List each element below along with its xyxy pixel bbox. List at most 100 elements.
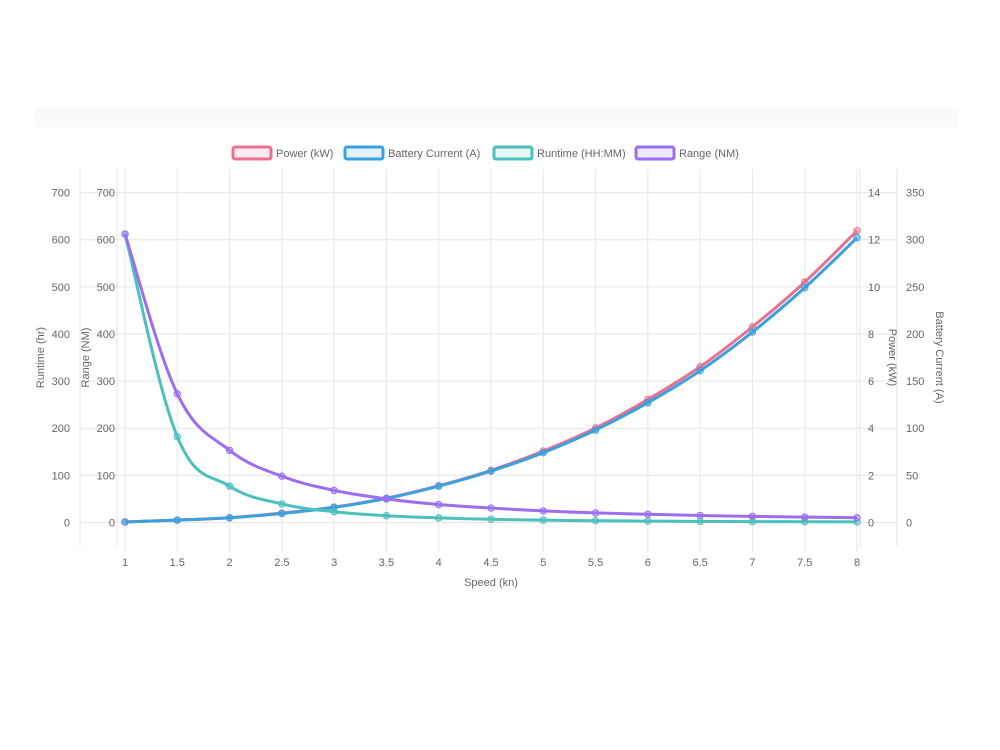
data-point-range[interactable] (382, 495, 391, 503)
runtime-tick-label: 600 (52, 235, 70, 247)
series-line-runtime (123, 233, 858, 524)
x-tick-label: 3 (331, 557, 337, 569)
data-point-runtime[interactable] (225, 482, 234, 490)
runtime-tick-label: 700 (52, 188, 70, 200)
data-point-range[interactable] (121, 230, 129, 238)
range-axis-title: Range (NM) (80, 328, 92, 388)
series-current (121, 234, 861, 526)
data-point-current[interactable] (801, 284, 809, 292)
power-axis-title: Power (kW) (886, 329, 898, 386)
data-point-runtime[interactable] (591, 516, 600, 525)
range-tick-label: 600 (97, 235, 115, 247)
legend-label: Runtime (HH:MM) (537, 148, 626, 160)
x-tick-label: 7.5 (797, 557, 812, 569)
chart-axes: 1 1.5 2 2.5 3 3.5 4 4.5 5 5.5 6 6.5 7 7.5 801002003004… (35, 169, 945, 569)
data-point-runtime[interactable] (539, 516, 547, 524)
legend-item-power[interactable]: Power (kW) (231, 145, 333, 161)
range-tick-label: 400 (97, 329, 115, 341)
range-tick-label: 200 (97, 423, 115, 435)
data-point-runtime[interactable] (487, 515, 495, 523)
runtime-tick-label: 200 (52, 423, 70, 435)
series-line-range (123, 233, 858, 520)
data-point-current[interactable] (853, 234, 861, 242)
x-axis-title: Speed (kn) (464, 577, 518, 589)
current-tick-label: 50 (906, 470, 918, 482)
data-point-current[interactable] (696, 366, 704, 375)
legend-label: Battery Current (A) (388, 148, 480, 160)
data-point-current[interactable] (591, 426, 600, 434)
current-tick-label: 350 (906, 188, 924, 200)
data-point-runtime[interactable] (278, 500, 286, 508)
data-point-runtime[interactable] (330, 508, 338, 516)
data-point-range[interactable] (278, 472, 286, 480)
power-tick-label: 10 (868, 282, 880, 294)
runtime-tick-label: 100 (52, 470, 70, 482)
legend-swatch (343, 145, 385, 161)
data-point-range[interactable] (225, 446, 234, 455)
data-point-power[interactable] (801, 278, 809, 286)
runtime-tick-label: 500 (52, 282, 70, 294)
data-point-range[interactable] (696, 511, 704, 520)
data-point-runtime[interactable] (173, 432, 181, 441)
x-tick-label: 6.5 (692, 557, 707, 569)
data-point-current[interactable] (644, 399, 652, 407)
range-tick-label: 0 (109, 517, 115, 529)
current-tick-label: 0 (906, 517, 912, 529)
current-tick-label: 100 (906, 423, 924, 435)
data-point-current[interactable] (539, 448, 547, 457)
data-point-range[interactable] (748, 512, 757, 521)
data-point-range[interactable] (487, 504, 495, 512)
current-tick-label: 250 (906, 282, 924, 294)
x-tick-label: 5.5 (588, 557, 603, 569)
legend-item-runtime[interactable]: Runtime (HH:MM) (492, 145, 626, 161)
data-point-range[interactable] (435, 500, 443, 509)
data-point-range[interactable] (539, 507, 547, 515)
data-point-current[interactable] (173, 516, 181, 524)
data-point-range[interactable] (591, 509, 600, 517)
data-point-runtime[interactable] (748, 517, 757, 526)
x-tick-label: 6 (645, 557, 651, 569)
data-point-runtime[interactable] (382, 511, 391, 520)
data-point-range[interactable] (801, 513, 809, 521)
x-tick-label: 1 (122, 557, 128, 569)
x-tick-label: 2.5 (274, 557, 289, 569)
current-tick-label: 200 (906, 329, 924, 341)
power-tick-label: 12 (868, 235, 880, 247)
data-point-current[interactable] (225, 514, 234, 522)
data-point-runtime[interactable] (696, 517, 704, 526)
x-tick-label: 4 (436, 557, 442, 569)
chart-toolbar-strip (35, 108, 958, 127)
data-point-power[interactable] (853, 227, 861, 235)
legend-item-current[interactable]: Battery Current (A) (343, 145, 480, 161)
current-tick-label: 300 (906, 235, 924, 247)
chart-legend[interactable]: Power (kW) Battery Current (A) Runtime (HH… (231, 145, 739, 161)
x-tick-label: 1.5 (170, 557, 185, 569)
data-point-current[interactable] (121, 518, 129, 526)
runtime-tick-label: 400 (52, 329, 70, 341)
data-point-runtime[interactable] (644, 517, 652, 525)
chart-series (121, 227, 861, 526)
data-point-current[interactable] (487, 467, 495, 475)
range-tick-label: 300 (97, 376, 115, 388)
data-point-runtime[interactable] (435, 514, 443, 522)
power-tick-label: 14 (868, 188, 880, 200)
data-point-power[interactable] (748, 323, 757, 331)
data-point-current[interactable] (435, 482, 443, 490)
runtime-axis-title: Runtime (hr) (35, 327, 47, 388)
power-tick-label: 0 (868, 517, 874, 529)
power-tick-label: 8 (868, 329, 874, 341)
legend-swatch (492, 145, 534, 161)
legend-item-range[interactable]: Range (NM) (634, 145, 739, 161)
x-tick-label: 3.5 (379, 557, 394, 569)
data-point-range[interactable] (644, 510, 652, 518)
current-tick-label: 150 (906, 376, 924, 388)
data-point-range[interactable] (330, 486, 338, 495)
data-point-range[interactable] (173, 390, 181, 398)
data-point-current[interactable] (748, 328, 757, 336)
current-axis-title: Battery Current (A) (933, 311, 945, 403)
x-tick-label: 7 (749, 557, 755, 569)
data-point-range[interactable] (853, 514, 861, 522)
data-point-current[interactable] (278, 509, 286, 518)
range-tick-label: 100 (97, 470, 115, 482)
